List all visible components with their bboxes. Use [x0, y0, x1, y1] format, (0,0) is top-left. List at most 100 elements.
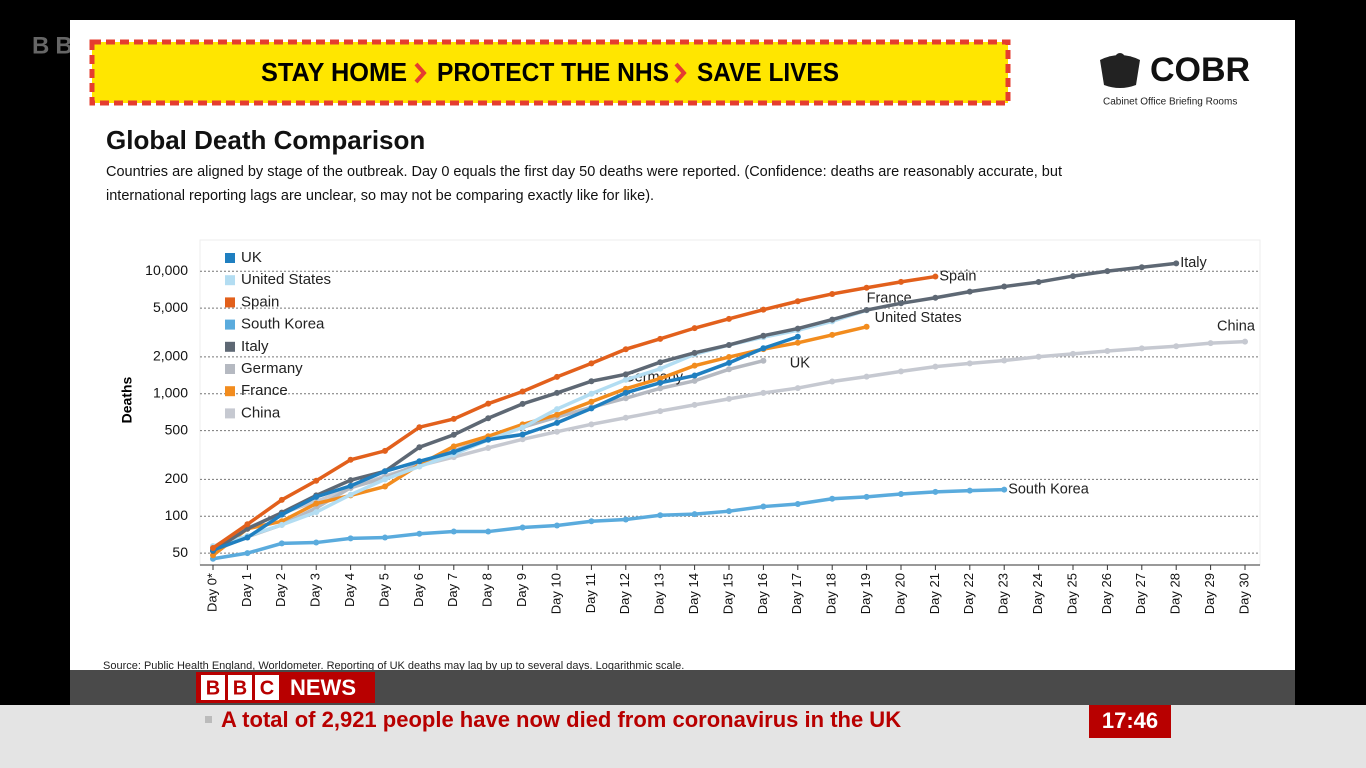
series-point [519, 388, 526, 395]
series-point [313, 509, 320, 516]
logo-caption: Cabinet Office Briefing Rooms [1103, 97, 1237, 108]
channel-logo [196, 672, 375, 703]
series-point [485, 400, 492, 407]
series-point [829, 331, 836, 338]
series-point [932, 294, 939, 301]
series-point [691, 372, 698, 379]
legend-swatch [225, 275, 235, 286]
series-point [898, 490, 904, 497]
series-point [347, 482, 354, 489]
x-tick-label: Day 6 [411, 573, 426, 607]
series-point [829, 378, 836, 385]
banner-text: SAVE LIVES [697, 57, 839, 87]
series-point [519, 431, 526, 438]
series-point [657, 385, 664, 392]
series-point [657, 379, 664, 386]
series-point [313, 504, 320, 511]
legend-swatch [225, 386, 235, 397]
series-point [278, 496, 285, 503]
logo-block [228, 675, 252, 700]
legend-label: United States [241, 271, 331, 288]
x-tick-label: Day 20 [892, 573, 907, 614]
series-point [726, 508, 732, 515]
series-point [588, 360, 595, 367]
series-point [1104, 268, 1111, 275]
x-tick-label: Day 0* [204, 573, 219, 612]
series-point [588, 405, 595, 412]
series-point [519, 424, 526, 431]
series-point [554, 522, 560, 529]
series-point [347, 477, 354, 484]
series-point [554, 428, 560, 435]
series-point [1001, 283, 1008, 290]
series-point [898, 278, 904, 285]
series-point [210, 545, 216, 552]
series-point [244, 550, 251, 557]
y-tick-label: 500 [165, 421, 189, 437]
banner-text: STAY HOME [261, 57, 407, 87]
series-point [726, 315, 732, 322]
x-tick-label: Day 7 [445, 573, 460, 607]
series-point [1242, 338, 1248, 345]
series-point [760, 345, 767, 352]
series-point [760, 389, 767, 396]
series-point [382, 483, 388, 490]
x-tick-label: Day 29 [1202, 573, 1217, 614]
series-point [794, 500, 801, 507]
series-line [212, 487, 1005, 561]
series-end-label: Spain [939, 268, 976, 284]
series-point [1173, 343, 1180, 350]
legend-swatch [225, 364, 235, 374]
crest [1100, 53, 1140, 88]
series-point [588, 378, 595, 385]
ticker-text: A total of 2,921 people have now died fr… [221, 707, 901, 732]
y-axis-label: Deaths [119, 376, 135, 423]
series-point [726, 359, 732, 366]
series-point [450, 415, 457, 422]
legend-swatch [225, 319, 235, 330]
series-point [278, 511, 285, 518]
series-point [829, 316, 836, 323]
x-tick-label: Day 15 [720, 573, 735, 614]
series-point [622, 376, 629, 383]
x-tick-label: Day 4 [342, 573, 357, 607]
series-point [1173, 260, 1180, 267]
series-point [829, 495, 836, 502]
legend-swatch [225, 408, 235, 419]
series-point [450, 448, 457, 455]
series-point [691, 362, 698, 369]
series-point [485, 528, 492, 535]
logo-name: COBR [1150, 51, 1250, 89]
series-point [726, 354, 732, 361]
x-tick-label: Day 12 [617, 573, 632, 614]
series-point [657, 512, 664, 519]
legend-label: UK [241, 249, 262, 266]
ticker-bullet [205, 716, 212, 723]
legend-label: Germany [241, 360, 303, 377]
series-point [760, 306, 767, 313]
legend-label: Italy [241, 338, 269, 355]
y-tick-label: 50 [172, 544, 188, 560]
series-point [450, 431, 457, 438]
y-tick-label: 10,000 [145, 262, 188, 278]
series-point [726, 366, 732, 373]
series-point [726, 341, 732, 348]
logo-word: NEWS [290, 675, 356, 700]
series-end-label: South Korea [1008, 481, 1090, 497]
series-point [794, 298, 801, 305]
series-point [622, 516, 629, 523]
series-point [554, 419, 560, 426]
series-point [760, 503, 767, 510]
banner [89, 39, 1011, 106]
chart: 50 100 200 500 1,000 2,000 5,000 10,000 Day 0* Da… [145, 239, 1261, 614]
series-point [313, 477, 320, 484]
x-tick-label: Day 14 [686, 573, 701, 614]
chart-source: Source: Public Health England, Worldomet… [103, 660, 684, 672]
series-point [863, 323, 870, 330]
series-point [485, 436, 492, 443]
series-point [1070, 273, 1076, 280]
legend-swatch [225, 341, 235, 352]
series-point [657, 365, 664, 372]
series-point [278, 540, 285, 547]
